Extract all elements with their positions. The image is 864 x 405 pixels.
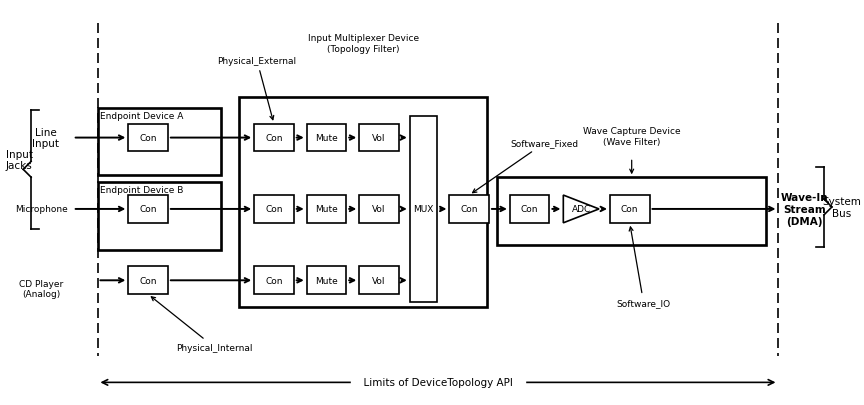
Text: Vol: Vol [372, 276, 385, 285]
Text: Con: Con [265, 134, 283, 143]
Text: Con: Con [521, 205, 538, 214]
Bar [307, 267, 346, 294]
Text: Wave-In
Stream
(DMA): Wave-In Stream (DMA) [780, 193, 828, 226]
Bar [610, 196, 650, 223]
Text: Con: Con [461, 205, 478, 214]
Bar [254, 196, 294, 223]
Text: ADC: ADC [571, 205, 591, 214]
Text: Mute: Mute [315, 205, 338, 214]
Text: CD Player
(Analog): CD Player (Analog) [19, 279, 63, 298]
Bar [510, 196, 550, 223]
Text: Con: Con [139, 276, 156, 285]
Text: (Wave Filter): (Wave Filter) [603, 137, 660, 146]
Text: Line
Input: Line Input [33, 128, 60, 149]
Text: Limits of DeviceTopology API: Limits of DeviceTopology API [357, 377, 519, 388]
Bar [254, 267, 294, 294]
Text: Software_IO: Software_IO [617, 227, 670, 307]
Text: Mute: Mute [315, 134, 338, 143]
Polygon shape [563, 196, 599, 223]
Text: Con: Con [139, 134, 156, 143]
Bar [128, 196, 168, 223]
Text: Vol: Vol [372, 205, 385, 214]
Text: Mute: Mute [315, 276, 338, 285]
Bar [497, 178, 766, 245]
Text: Software_Fixed: Software_Fixed [473, 139, 579, 193]
Bar [98, 183, 221, 250]
Text: Input Multiplexer Device: Input Multiplexer Device [308, 34, 419, 43]
Text: Wave Capture Device: Wave Capture Device [583, 126, 681, 135]
Text: Con: Con [621, 205, 638, 214]
Bar [359, 196, 399, 223]
Bar [410, 117, 437, 303]
Text: Con: Con [265, 205, 283, 214]
Bar [128, 267, 168, 294]
Bar [307, 196, 346, 223]
Text: Physical_Internal: Physical_Internal [151, 297, 252, 352]
Text: MUX: MUX [413, 205, 434, 214]
Bar [359, 124, 399, 152]
Text: Microphone: Microphone [15, 205, 67, 214]
Text: Endpoint Device B: Endpoint Device B [100, 186, 184, 195]
Bar [98, 109, 221, 176]
Bar [307, 124, 346, 152]
Text: System
Bus: System Bus [823, 197, 861, 218]
Bar [254, 124, 294, 152]
Text: (Topology Filter): (Topology Filter) [327, 45, 399, 54]
Bar [449, 196, 489, 223]
Bar [359, 267, 399, 294]
Bar [239, 98, 487, 307]
Text: Vol: Vol [372, 134, 385, 143]
Text: Con: Con [265, 276, 283, 285]
Text: Physical_External: Physical_External [218, 57, 296, 120]
Text: Endpoint Device A: Endpoint Device A [100, 111, 184, 121]
Bar [128, 124, 168, 152]
Text: Con: Con [139, 205, 156, 214]
Text: Input
Jacks: Input Jacks [6, 149, 33, 171]
